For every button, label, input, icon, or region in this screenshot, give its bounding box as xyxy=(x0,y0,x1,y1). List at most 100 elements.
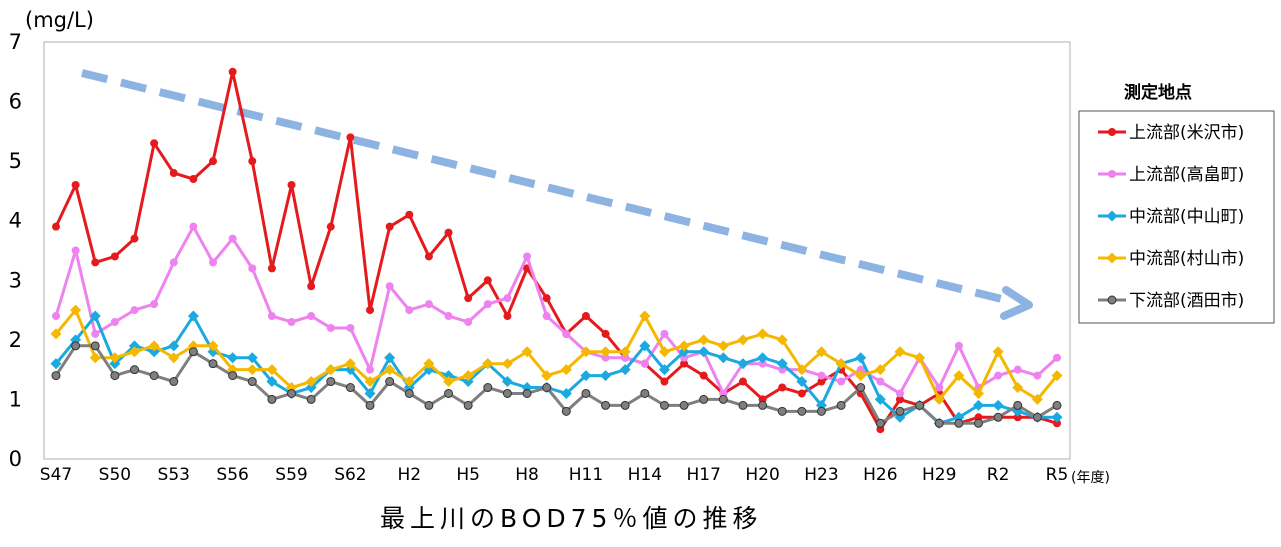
data-point xyxy=(542,294,551,303)
x-tick-label: R2 xyxy=(987,465,1010,485)
data-point xyxy=(757,328,769,340)
data-point xyxy=(501,376,513,388)
data-point xyxy=(777,406,787,416)
data-point xyxy=(246,352,258,364)
data-point xyxy=(600,370,612,382)
data-point xyxy=(856,365,865,374)
data-point xyxy=(992,399,1004,411)
data-point xyxy=(444,228,453,237)
data-point xyxy=(503,294,512,303)
data-point xyxy=(639,310,651,322)
data-point xyxy=(778,383,787,392)
data-point xyxy=(71,180,80,189)
data-point xyxy=(560,364,572,376)
data-point xyxy=(856,383,866,393)
y-tick-label: 5 xyxy=(9,149,22,173)
data-point xyxy=(424,300,433,309)
data-point xyxy=(366,306,375,315)
data-point xyxy=(953,370,965,382)
data-point xyxy=(346,323,355,332)
data-point xyxy=(993,412,1003,422)
y-axis-unit: (mg/L) xyxy=(25,8,94,32)
data-point xyxy=(71,246,80,255)
data-point xyxy=(462,376,474,388)
trend-arrow-head xyxy=(1000,286,1033,320)
data-point xyxy=(1108,170,1116,178)
data-point xyxy=(287,388,297,398)
data-point xyxy=(776,358,788,370)
data-point xyxy=(972,387,984,399)
data-point xyxy=(169,169,178,178)
data-point xyxy=(306,394,316,404)
data-point xyxy=(366,365,375,374)
data-point xyxy=(287,180,296,189)
legend-label: 上流部(高畠町) xyxy=(1129,165,1244,185)
data-point xyxy=(150,139,159,148)
data-point xyxy=(266,364,278,376)
data-point xyxy=(423,358,435,370)
data-point xyxy=(148,340,160,352)
data-point xyxy=(1051,411,1063,423)
data-point xyxy=(521,346,533,358)
y-tick-label: 7 xyxy=(9,30,22,54)
x-axis: S47 S50 S53 S56 S59 S62 H2 H5 H8 H11 H14 H17 H20 H23 H… xyxy=(40,465,1069,485)
data-point xyxy=(305,382,317,394)
plot-area xyxy=(43,41,1071,460)
data-point xyxy=(1051,370,1063,382)
data-point xyxy=(757,352,769,364)
x-tick-label: H17 xyxy=(686,465,720,485)
data-point xyxy=(1106,252,1118,264)
data-point xyxy=(91,258,100,267)
data-point xyxy=(444,388,454,398)
data-point xyxy=(424,400,434,410)
data-point xyxy=(680,359,689,368)
data-point xyxy=(109,352,121,364)
data-point xyxy=(600,346,612,358)
y-tick-label: 0 xyxy=(9,447,22,471)
data-point xyxy=(758,400,768,410)
data-point xyxy=(109,358,121,370)
data-point xyxy=(305,376,317,388)
data-point xyxy=(621,353,630,362)
series-上流部(高畠町) xyxy=(52,222,1061,398)
x-tick-label: S53 xyxy=(158,465,190,485)
data-point xyxy=(267,394,277,404)
data-point xyxy=(523,252,532,261)
series-中流部(中山町) xyxy=(50,310,1063,429)
series-中流部(村山市) xyxy=(50,304,1063,405)
data-point xyxy=(207,340,219,352)
data-point xyxy=(150,300,159,309)
data-point xyxy=(169,258,178,267)
data-point xyxy=(639,340,651,352)
data-point xyxy=(385,282,394,291)
data-point xyxy=(855,352,867,364)
y-axis: 0 1 2 3 4 5 6 7 xyxy=(9,30,22,471)
data-point xyxy=(188,347,198,357)
data-point xyxy=(717,340,729,352)
data-point xyxy=(405,210,414,219)
data-point xyxy=(915,400,925,410)
data-point xyxy=(385,377,395,387)
data-point xyxy=(1106,210,1118,222)
data-point xyxy=(89,310,101,322)
data-point xyxy=(483,276,492,285)
data-point xyxy=(1108,128,1116,136)
data-point xyxy=(895,395,904,404)
trend-arrow-line xyxy=(81,69,1015,306)
data-point xyxy=(91,329,100,338)
data-point xyxy=(130,234,139,243)
data-point xyxy=(718,394,728,404)
data-point xyxy=(580,370,592,382)
data-point xyxy=(875,418,885,428)
x-tick-label: H26 xyxy=(863,465,897,485)
x-tick-label: S56 xyxy=(216,465,248,485)
data-point xyxy=(189,175,198,184)
data-point xyxy=(699,394,709,404)
data-point xyxy=(248,264,257,273)
data-point xyxy=(1107,295,1117,305)
data-point xyxy=(601,400,611,410)
data-point xyxy=(797,406,807,416)
data-point xyxy=(247,377,257,387)
data-point xyxy=(149,371,159,381)
data-point xyxy=(640,359,649,368)
